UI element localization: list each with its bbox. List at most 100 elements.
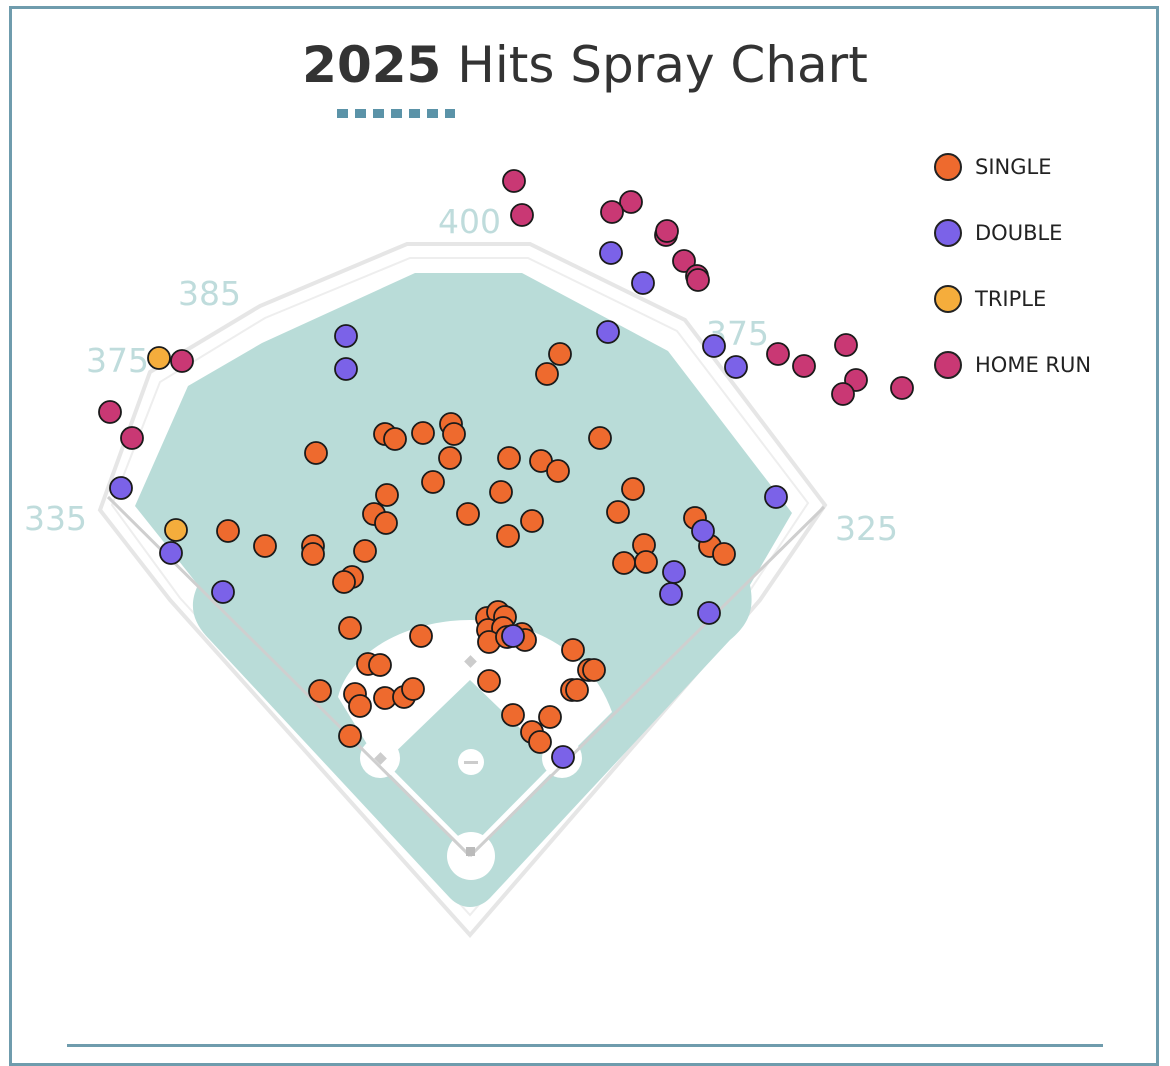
hit-single-66 (338, 724, 362, 748)
legend-item-double: DOUBLE (934, 216, 1091, 249)
hit-single-62 (501, 703, 525, 727)
hit-single-16 (489, 480, 513, 504)
hit-single-58 (348, 694, 372, 718)
hit-single-11 (497, 446, 521, 470)
hit-single-52 (368, 653, 392, 677)
hit-single-27 (301, 542, 325, 566)
hit-single-17 (375, 483, 399, 507)
hit-single-14 (421, 470, 445, 494)
hit-single-53 (477, 669, 501, 693)
hit-home-run-4 (600, 200, 624, 224)
chart-title: 2025 Hits Spray Chart (0, 36, 1170, 94)
hit-double-14 (659, 582, 683, 606)
hit-single-4 (442, 422, 466, 446)
hit-double-3 (599, 241, 623, 265)
home-plate (466, 847, 475, 856)
hit-home-run-15 (834, 333, 858, 357)
hit-single-61 (401, 677, 425, 701)
hit-double-7 (724, 355, 748, 379)
hit-double-13 (662, 560, 686, 584)
hit-home-run-1 (502, 169, 526, 193)
hit-double-9 (109, 476, 133, 500)
hit-single-22 (606, 500, 630, 524)
hit-single-21 (520, 509, 544, 533)
hit-double-17 (551, 745, 575, 769)
hit-double-12 (691, 519, 715, 543)
hit-home-run-2 (510, 203, 534, 227)
hit-triple-2 (164, 518, 188, 542)
legend-item-home-run: HOME RUN (934, 348, 1091, 381)
legend-label-home-run: HOME RUN (975, 352, 1092, 377)
hit-single-20 (456, 502, 480, 526)
hits-layer (98, 169, 914, 769)
legend-label-triple: TRIPLE (975, 286, 1047, 311)
hit-home-run-10 (170, 349, 194, 373)
hit-single-25 (253, 534, 277, 558)
outfield-grass (135, 273, 792, 907)
hit-home-run-12 (120, 426, 144, 450)
hit-home-run-18 (890, 376, 914, 400)
hit-single-9 (304, 441, 328, 465)
hit-single-34 (634, 550, 658, 574)
hit-home-run-13 (766, 342, 790, 366)
hit-double-11 (211, 580, 235, 604)
hit-double-4 (631, 271, 655, 295)
hit-double-8 (764, 485, 788, 509)
title-year: 2025 (302, 36, 442, 94)
hit-single-55 (565, 678, 589, 702)
title-underline (337, 109, 455, 118)
hit-triple-1 (147, 346, 171, 370)
hit-double-2 (334, 357, 358, 381)
outfield-wall (97, 242, 828, 939)
hit-home-run-3 (619, 190, 643, 214)
hit-single-2 (535, 362, 559, 386)
distance-label-375-left: 375 (86, 341, 149, 380)
hit-single-8 (588, 426, 612, 450)
hit-single-23 (496, 524, 520, 548)
hit-double-1 (334, 324, 358, 348)
hit-double-16 (501, 624, 525, 648)
title-text: Hits Spray Chart (457, 36, 868, 94)
hit-single-56 (308, 679, 332, 703)
distance-label-335: 335 (24, 499, 87, 538)
hit-single-65 (528, 730, 552, 754)
bottom-divider (67, 1044, 1103, 1047)
hit-double-15 (697, 601, 721, 625)
legend-item-single: SINGLE (934, 150, 1091, 183)
hit-home-run-6 (655, 219, 679, 243)
hit-single-1 (548, 342, 572, 366)
hit-home-run-11 (98, 400, 122, 424)
hit-single-37 (338, 616, 362, 640)
hit-home-run-7 (672, 249, 696, 273)
legend-label-single: SINGLE (975, 154, 1052, 179)
hit-home-run-17 (831, 382, 855, 406)
legend-swatch-triple (934, 284, 962, 313)
hit-single-48 (561, 638, 585, 662)
hit-single-28 (353, 539, 377, 563)
hit-single-24 (216, 519, 240, 543)
legend-label-double: DOUBLE (975, 220, 1063, 245)
distance-label-400: 400 (438, 202, 501, 241)
legend-swatch-home-run (934, 350, 962, 379)
hit-single-19 (374, 511, 398, 535)
hit-single-63 (538, 705, 562, 729)
legend-swatch-double (934, 218, 962, 247)
distance-label-325: 325 (835, 509, 898, 548)
legend-item-triple: TRIPLE (934, 282, 1091, 315)
hit-single-32 (712, 542, 736, 566)
hit-single-7 (411, 421, 435, 445)
hit-home-run-14 (792, 354, 816, 378)
distance-label-385: 385 (178, 274, 241, 313)
legend: SINGLE DOUBLE TRIPLE HOME RUN (934, 150, 1091, 414)
hit-home-run-9 (686, 268, 710, 292)
hit-double-10 (159, 541, 183, 565)
hit-single-36 (332, 570, 356, 594)
hit-single-10 (438, 446, 462, 470)
hit-single-33 (612, 551, 636, 575)
hit-single-38 (409, 624, 433, 648)
hit-double-6 (702, 334, 726, 358)
hit-single-6 (383, 427, 407, 451)
hit-double-5 (596, 320, 620, 344)
hit-single-13 (546, 459, 570, 483)
